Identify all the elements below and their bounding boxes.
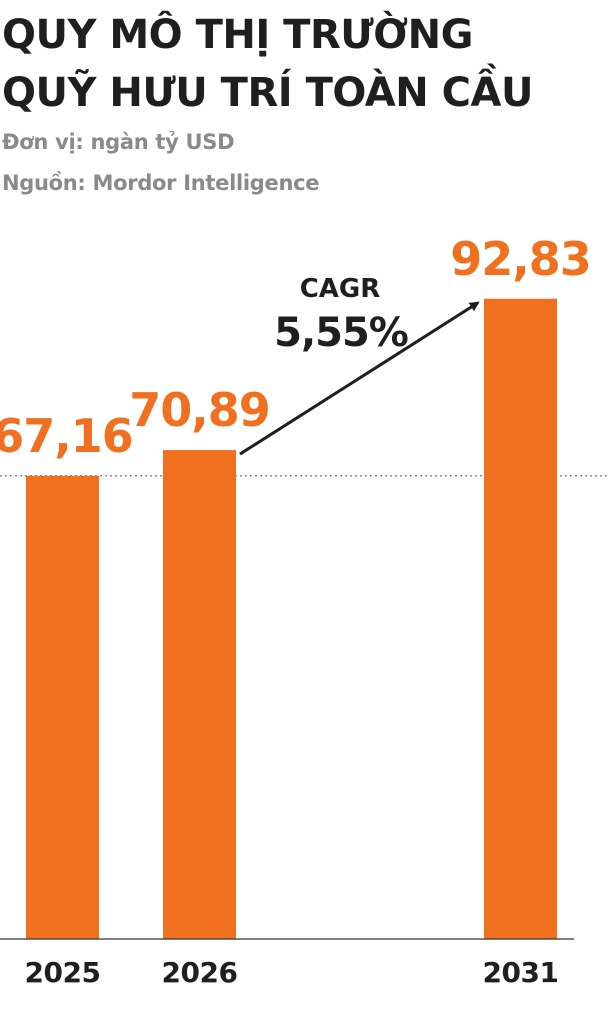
value-label-2026: 70,89 xyxy=(129,383,270,437)
cagr-arrow xyxy=(239,301,480,456)
source-label: Nguồn: Mordor Intelligence xyxy=(2,171,320,195)
chart-title-line-1: QUY MÔ THỊ TRƯỜNG xyxy=(2,12,473,58)
cagr-value: 5,55% xyxy=(274,310,408,356)
cagr-label: CAGR xyxy=(300,274,381,304)
unit-label: Đơn vị: ngàn tỷ USD xyxy=(2,130,235,154)
bar-2031 xyxy=(484,298,557,940)
x-tick-label-2026: 2026 xyxy=(162,956,238,989)
chart-title: QUY MÔ THỊ TRƯỜNG QUỸ HƯU TRÍ TOÀN CẦU xyxy=(2,6,602,122)
x-tick-label-2031: 2031 xyxy=(483,956,559,989)
value-label-2031: 92,83 xyxy=(450,232,591,286)
value-label-2025: 67,16 xyxy=(0,409,133,463)
bar-2025 xyxy=(26,475,99,939)
chart-title-line-2: QUỸ HƯU TRÍ TOÀN CẦU xyxy=(2,70,533,116)
bar-2026 xyxy=(163,450,236,939)
x-tick-label-2025: 2025 xyxy=(25,956,101,989)
